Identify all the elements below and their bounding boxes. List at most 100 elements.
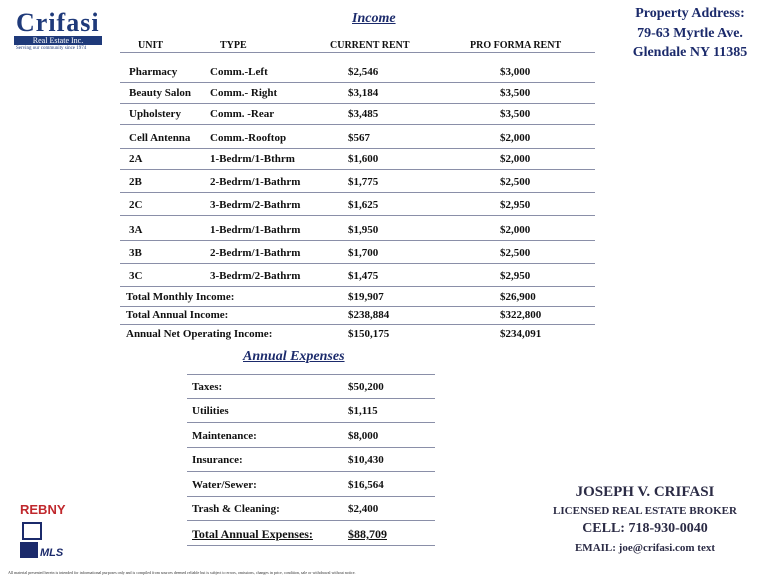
expense-label: Trash & Cleaning:: [192, 503, 280, 515]
pro-forma-rent: $2,000: [500, 153, 531, 165]
realtor-icon: [20, 542, 38, 558]
unit-type: 2-Bedrm/1-Bathrm: [210, 176, 301, 188]
broker-email: EMAIL: joe@crifasi.com text: [574, 542, 716, 554]
rule-line: [187, 471, 435, 472]
total-label: Total Monthly Income:: [126, 291, 235, 303]
rule-line: [120, 52, 595, 53]
rule-line: [187, 374, 435, 375]
mls-badge: MLS: [40, 547, 64, 559]
rule-line: [187, 520, 435, 521]
rule-line: [187, 447, 435, 448]
current-rent: $1,625: [348, 199, 379, 211]
unit: 2C: [129, 199, 143, 211]
unit-type: Comm. -Rear: [210, 108, 275, 120]
rule-line: [187, 496, 435, 497]
total-label: Annual Net Operating Income:: [126, 328, 273, 340]
rule-line: [120, 263, 595, 264]
current-rent: $567: [348, 132, 370, 144]
current-rent: $3,184: [348, 87, 379, 99]
unit-type: 1-Bedrm/1-Bathrm: [210, 224, 301, 236]
unit: 2B: [129, 176, 142, 188]
broker-name: JOSEPH V. CRIFASI: [575, 484, 715, 500]
unit-type: Comm.- Right: [210, 87, 278, 99]
logo-name: Crifasi: [16, 8, 100, 37]
income-title: Income: [352, 11, 396, 26]
unit: 3C: [129, 270, 143, 282]
pro-forma-rent: $2,950: [500, 199, 531, 211]
current-rent: $3,485: [348, 108, 379, 120]
pro-forma-rent: $2,500: [500, 247, 531, 259]
expense-value: $2,400: [348, 503, 379, 515]
disclaimer: All material presented herein is intende…: [8, 570, 356, 575]
unit-type: 1-Bedrm/1-Bthrm: [210, 153, 295, 165]
column-header: TYPE: [220, 40, 247, 51]
logo-sub: Real Estate Inc.: [14, 36, 102, 45]
total-pro-forma: $322,800: [500, 309, 542, 321]
unit-type: 3-Bedrm/2-Bathrm: [210, 199, 301, 211]
expenses-title: Annual Expenses: [243, 349, 345, 364]
pro-forma-rent: $3,500: [500, 87, 531, 99]
broker-cell: CELL: 718-930-0040: [582, 521, 708, 536]
expense-value: $1,115: [348, 405, 378, 417]
expense-total-label: Total Annual Expenses:: [192, 527, 313, 541]
expense-label: Maintenance:: [192, 430, 257, 442]
pro-forma-rent: $3,500: [500, 108, 531, 120]
unit: 3A: [129, 224, 143, 236]
total-pro-forma: $234,091: [500, 328, 542, 340]
total-current: $238,884: [348, 309, 390, 321]
total-current: $19,907: [348, 291, 384, 303]
unit-type: Comm.-Left: [210, 66, 268, 78]
rule-line: [120, 124, 595, 125]
rule-line: [120, 306, 595, 307]
expense-value: $10,430: [348, 454, 384, 466]
rule-line: [120, 148, 595, 149]
current-rent: $1,775: [348, 176, 379, 188]
total-label: Total Annual Income:: [126, 309, 229, 321]
unit: Cell Antenna: [129, 132, 191, 144]
unit-type: 2-Bedrm/1-Bathrm: [210, 247, 301, 259]
address-label: Property Address:: [635, 6, 745, 21]
rule-line: [120, 169, 595, 170]
rule-line: [120, 286, 595, 287]
current-rent: $1,700: [348, 247, 379, 259]
logo-tagline: Serving our community since 1974: [16, 46, 87, 51]
rule-line: [120, 240, 595, 241]
pro-forma-rent: $2,500: [500, 176, 531, 188]
unit: 2A: [129, 153, 143, 165]
expense-total-value: $88,709: [348, 527, 387, 541]
expense-label: Taxes:: [192, 381, 223, 393]
address-city: Glendale NY 11385: [632, 45, 748, 60]
equal-housing-icon: [22, 522, 42, 540]
unit-type: 3-Bedrm/2-Bathrm: [210, 270, 301, 282]
pro-forma-rent: $2,000: [500, 132, 531, 144]
broker-title: LICENSED REAL ESTATE BROKER: [553, 505, 737, 517]
unit: 3B: [129, 247, 142, 259]
rule-line: [120, 324, 595, 325]
expense-label: Insurance:: [192, 454, 243, 466]
unit: Upholstery: [129, 108, 181, 120]
total-current: $150,175: [348, 328, 390, 340]
unit: Pharmacy: [129, 66, 178, 78]
rule-line: [187, 398, 435, 399]
rule-line: [187, 545, 435, 546]
total-pro-forma: $26,900: [500, 291, 536, 303]
current-rent: $1,475: [348, 270, 379, 282]
expense-label: Utilities: [192, 405, 229, 417]
rule-line: [120, 215, 595, 216]
current-rent: $1,600: [348, 153, 379, 165]
rule-line: [120, 192, 595, 193]
unit-type: Comm.-Rooftop: [210, 132, 287, 144]
rule-line: [120, 82, 595, 83]
column-header: UNIT: [138, 40, 164, 51]
expense-value: $16,564: [348, 479, 384, 491]
current-rent: $1,950: [348, 224, 379, 236]
pro-forma-rent: $2,950: [500, 270, 531, 282]
pro-forma-rent: $3,000: [500, 66, 531, 78]
expense-value: $8,000: [348, 430, 379, 442]
column-header: CURRENT RENT: [330, 40, 410, 51]
expense-value: $50,200: [348, 381, 384, 393]
address-street: 79-63 Myrtle Ave.: [637, 26, 743, 41]
column-header: PRO FORMA RENT: [470, 40, 562, 51]
expense-label: Water/Sewer:: [192, 479, 257, 491]
